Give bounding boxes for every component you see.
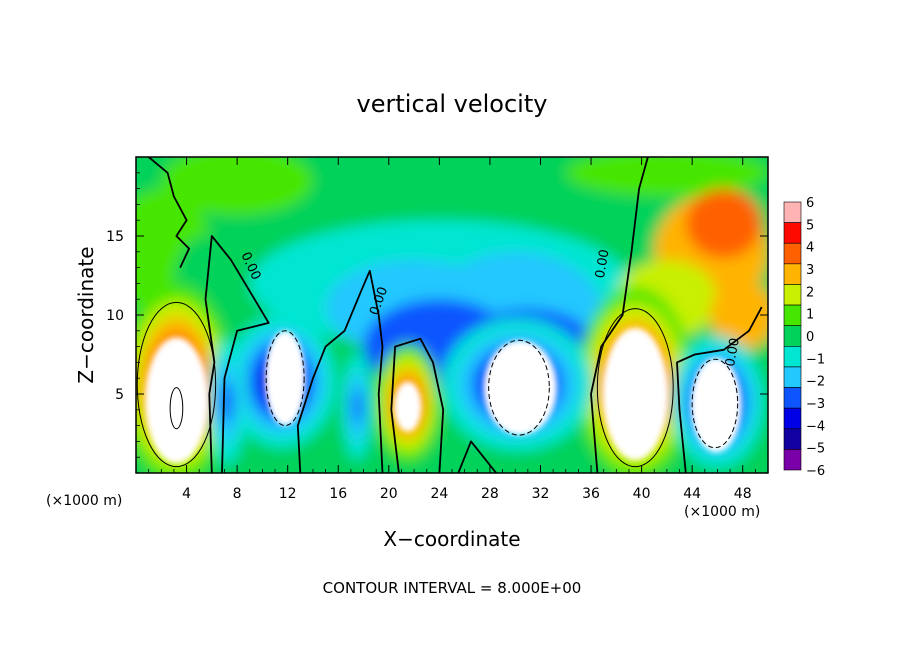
y-axis: 5 10 15 bbox=[106, 172, 768, 458]
contour-interval-note: CONTOUR INTERVAL = 8.000E+00 bbox=[323, 579, 582, 597]
field-saturated-layer bbox=[144, 327, 742, 464]
field-saturated-core-4 bbox=[483, 340, 557, 436]
colorbar-label: −4 bbox=[806, 419, 825, 434]
x-axis: 4 8 12 16 20 24 28 32 36 40 44 48 bbox=[148, 157, 756, 502]
colorbar-label: 4 bbox=[806, 241, 814, 256]
colorbar: 6 5 4 3 2 1 0 −1 −2 −3 −4 −5 −6 bbox=[783, 196, 825, 479]
field-region-0 bbox=[161, 157, 313, 216]
colorbar-swatch bbox=[783, 325, 802, 347]
colorbar-label: 2 bbox=[806, 285, 814, 300]
colorbar-swatch bbox=[783, 201, 802, 223]
colorbar-swatch bbox=[783, 346, 802, 368]
colorbar-swatch bbox=[783, 407, 802, 430]
colorbar-swatch bbox=[783, 449, 802, 471]
zero-contour-line-5 bbox=[676, 306, 763, 473]
negative-contour-2 bbox=[691, 358, 739, 449]
y-axis-label: Z−coordinate bbox=[74, 246, 98, 383]
x-unit-left: (×1000 m) bbox=[46, 493, 122, 509]
positive-contour-2 bbox=[169, 387, 184, 430]
downdraft-small-ring-2 bbox=[220, 380, 234, 423]
field-region-11 bbox=[709, 280, 768, 350]
downdraft-thin-ring-2 bbox=[352, 388, 363, 425]
colorbar-swatch bbox=[783, 428, 802, 450]
zero-contour-line-0 bbox=[204, 235, 270, 473]
zero-contour-line-4 bbox=[590, 157, 649, 473]
zero-contour-label-3: 0.00 bbox=[723, 337, 743, 368]
y-tick-label: 15 bbox=[106, 229, 124, 245]
x-tick-label: 8 bbox=[233, 486, 242, 502]
colorbar-label: 3 bbox=[806, 263, 814, 278]
positive-contour-1 bbox=[596, 308, 674, 468]
x-tick-label: 28 bbox=[481, 486, 499, 502]
x-unit-right: (×1000 m) bbox=[684, 504, 760, 520]
colorbar-label: 1 bbox=[806, 308, 814, 323]
colorbar-label: −1 bbox=[806, 352, 825, 367]
field-saturated-core-3 bbox=[264, 330, 306, 426]
colorbar-swatch bbox=[783, 263, 802, 285]
y-tick-label: 10 bbox=[106, 308, 124, 324]
negative-contour-0 bbox=[265, 330, 305, 427]
colorbar-label: −3 bbox=[806, 397, 825, 412]
zero-contour-label-2: 0.00 bbox=[593, 248, 613, 279]
x-tick-label: 16 bbox=[329, 486, 347, 502]
colorbar-label: −2 bbox=[806, 375, 825, 390]
field-saturated-core-2 bbox=[393, 381, 422, 432]
x-tick-label: 24 bbox=[430, 486, 448, 502]
colorbar-label: −6 bbox=[806, 464, 825, 479]
colorbar-swatch bbox=[783, 387, 802, 409]
colorbar-label: 6 bbox=[806, 196, 814, 211]
negative-contour-1 bbox=[488, 339, 550, 436]
zero-contour-line-2 bbox=[390, 337, 445, 473]
contour-lines: 0.000.000.000.00 bbox=[136, 157, 763, 473]
x-tick-label: 48 bbox=[734, 486, 752, 502]
colorbar-label: −5 bbox=[806, 442, 825, 457]
x-tick-label: 36 bbox=[582, 486, 600, 502]
x-axis-label: X−coordinate bbox=[383, 527, 520, 551]
chart-title: vertical velocity bbox=[357, 90, 548, 118]
field-smooth-layer bbox=[136, 157, 768, 473]
x-tick-label: 44 bbox=[683, 486, 701, 502]
field-saturated-core-1 bbox=[602, 327, 669, 461]
field-region-2 bbox=[565, 157, 768, 197]
field-saturated-core-5 bbox=[690, 357, 742, 453]
field-region-9 bbox=[685, 188, 762, 259]
colorbar-swatch bbox=[783, 222, 802, 244]
x-tick-label: 32 bbox=[532, 486, 550, 502]
field-saturated-core-0 bbox=[144, 337, 209, 464]
x-tick-label: 4 bbox=[182, 486, 191, 502]
positive-contour-0 bbox=[136, 301, 217, 468]
colorbar-swatch bbox=[783, 284, 802, 306]
colorbar-swatch bbox=[783, 366, 802, 388]
velocity-field bbox=[136, 157, 768, 473]
x-tick-label: 40 bbox=[633, 486, 651, 502]
x-tick-label: 20 bbox=[380, 486, 398, 502]
y-tick-label: 5 bbox=[115, 387, 124, 403]
colorbar-label: 5 bbox=[806, 218, 814, 233]
colorbar-swatch bbox=[783, 242, 802, 265]
x-tick-label: 12 bbox=[279, 486, 297, 502]
zero-contour-line-6 bbox=[148, 157, 190, 268]
zero-contour-line-1 bbox=[296, 269, 384, 473]
colorbar-label: 0 bbox=[806, 330, 814, 345]
colorbar-swatch bbox=[783, 304, 802, 326]
